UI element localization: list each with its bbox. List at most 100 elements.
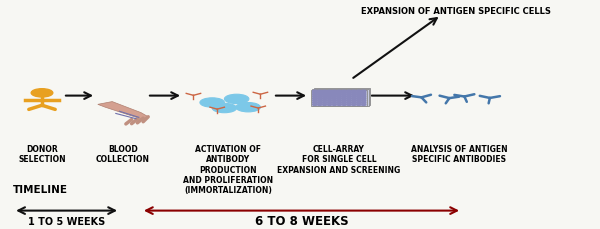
Circle shape: [356, 97, 361, 98]
Circle shape: [322, 91, 327, 93]
Circle shape: [352, 102, 356, 104]
Circle shape: [313, 91, 317, 93]
Text: TIMELINE: TIMELINE: [13, 184, 68, 194]
Circle shape: [347, 93, 351, 94]
Circle shape: [236, 103, 260, 112]
Circle shape: [337, 104, 341, 106]
Text: CELL-ARRAY
FOR SINGLE CELL
EXPANSION AND SCREENING: CELL-ARRAY FOR SINGLE CELL EXPANSION AND…: [277, 144, 401, 174]
Bar: [314, 89, 370, 106]
Circle shape: [317, 102, 322, 104]
Circle shape: [352, 91, 356, 93]
Circle shape: [313, 104, 317, 106]
Circle shape: [342, 101, 346, 102]
Circle shape: [317, 95, 322, 96]
Circle shape: [322, 98, 327, 100]
Circle shape: [200, 98, 224, 108]
Circle shape: [361, 93, 366, 94]
Circle shape: [332, 104, 337, 106]
Circle shape: [361, 102, 366, 104]
Circle shape: [322, 95, 327, 96]
Circle shape: [322, 104, 327, 106]
Circle shape: [337, 93, 341, 94]
Circle shape: [322, 102, 327, 104]
Circle shape: [352, 101, 356, 102]
Circle shape: [332, 91, 337, 93]
Circle shape: [313, 93, 317, 94]
Circle shape: [356, 95, 361, 96]
Circle shape: [313, 95, 317, 96]
Circle shape: [361, 97, 366, 98]
Bar: [311, 90, 367, 107]
Circle shape: [313, 102, 317, 104]
Circle shape: [317, 93, 322, 94]
Circle shape: [342, 95, 346, 96]
Circle shape: [337, 97, 341, 98]
Circle shape: [327, 97, 332, 98]
Circle shape: [347, 91, 351, 93]
Circle shape: [356, 101, 361, 102]
Circle shape: [356, 98, 361, 100]
Circle shape: [322, 101, 327, 102]
Circle shape: [361, 91, 366, 93]
Circle shape: [361, 98, 366, 100]
Circle shape: [356, 102, 361, 104]
Text: BLOOD
COLLECTION: BLOOD COLLECTION: [96, 144, 150, 164]
Circle shape: [224, 95, 249, 104]
Circle shape: [352, 95, 356, 96]
Circle shape: [337, 102, 341, 104]
Text: 1 TO 5 WEEKS: 1 TO 5 WEEKS: [28, 216, 105, 226]
Circle shape: [322, 93, 327, 94]
Circle shape: [332, 97, 337, 98]
Circle shape: [361, 95, 366, 96]
Circle shape: [337, 101, 341, 102]
Circle shape: [347, 98, 351, 100]
Circle shape: [332, 93, 337, 94]
Circle shape: [313, 98, 317, 100]
Circle shape: [356, 104, 361, 106]
Circle shape: [317, 98, 322, 100]
Circle shape: [327, 91, 332, 93]
Circle shape: [356, 91, 361, 93]
Circle shape: [337, 91, 341, 93]
Circle shape: [327, 98, 332, 100]
Text: ACTIVATION OF
ANTIBODY
PRODUCTION
AND PROLIFERATION
(IMMORTALIZATION): ACTIVATION OF ANTIBODY PRODUCTION AND PR…: [183, 144, 273, 195]
Circle shape: [347, 97, 351, 98]
Polygon shape: [98, 102, 148, 120]
Circle shape: [337, 98, 341, 100]
Circle shape: [313, 101, 317, 102]
Circle shape: [337, 95, 341, 96]
Circle shape: [342, 102, 346, 104]
Circle shape: [327, 104, 332, 106]
Circle shape: [352, 104, 356, 106]
Circle shape: [347, 95, 351, 96]
Circle shape: [352, 97, 356, 98]
Circle shape: [342, 97, 346, 98]
Text: 6 TO 8 WEEKS: 6 TO 8 WEEKS: [255, 215, 349, 227]
Circle shape: [352, 98, 356, 100]
Circle shape: [212, 104, 236, 113]
Circle shape: [327, 101, 332, 102]
Bar: [313, 90, 368, 106]
Circle shape: [347, 101, 351, 102]
Circle shape: [342, 93, 346, 94]
Circle shape: [342, 104, 346, 106]
Circle shape: [322, 97, 327, 98]
Text: EXPANSION OF ANTIGEN SPECIFIC CELLS: EXPANSION OF ANTIGEN SPECIFIC CELLS: [361, 7, 551, 16]
Circle shape: [347, 102, 351, 104]
Circle shape: [31, 89, 53, 98]
Circle shape: [361, 101, 366, 102]
Text: DONOR
SELECTION: DONOR SELECTION: [18, 144, 66, 164]
Circle shape: [332, 98, 337, 100]
Circle shape: [313, 97, 317, 98]
Circle shape: [332, 102, 337, 104]
Circle shape: [361, 104, 366, 106]
Circle shape: [317, 101, 322, 102]
Text: ANALYSIS OF ANTIGEN
SPECIFIC ANTIBODIES: ANALYSIS OF ANTIGEN SPECIFIC ANTIBODIES: [410, 144, 508, 164]
Circle shape: [356, 93, 361, 94]
Circle shape: [317, 91, 322, 93]
Circle shape: [347, 104, 351, 106]
Circle shape: [327, 102, 332, 104]
Circle shape: [317, 97, 322, 98]
Circle shape: [342, 91, 346, 93]
Circle shape: [327, 93, 332, 94]
